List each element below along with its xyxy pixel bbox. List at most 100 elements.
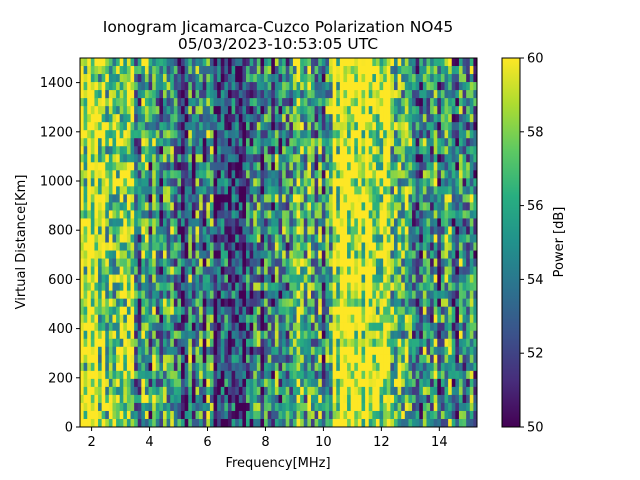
heatmap-cell bbox=[458, 178, 463, 187]
heatmap-cell bbox=[152, 106, 157, 115]
heatmap-cell bbox=[357, 66, 362, 75]
heatmap-cell bbox=[365, 186, 370, 195]
heatmap-cell bbox=[440, 146, 445, 155]
heatmap-cell bbox=[343, 258, 348, 267]
heatmap-cell bbox=[155, 314, 160, 324]
heatmap-cell bbox=[419, 266, 424, 275]
heatmap-cell bbox=[422, 170, 427, 179]
heatmap-cell bbox=[375, 122, 380, 131]
heatmap-cell bbox=[336, 258, 341, 267]
heatmap-cell bbox=[282, 410, 287, 420]
heatmap-cell bbox=[224, 290, 229, 300]
heatmap-cell bbox=[213, 234, 218, 243]
heatmap-cell bbox=[126, 306, 131, 316]
heatmap-cell bbox=[199, 178, 204, 187]
heatmap-cell bbox=[292, 386, 297, 396]
heatmap-cell bbox=[426, 394, 431, 404]
heatmap-cell bbox=[469, 146, 474, 155]
heatmap-cell bbox=[458, 90, 463, 99]
heatmap-cell bbox=[202, 130, 207, 139]
heatmap-cell bbox=[386, 410, 391, 420]
heatmap-cell bbox=[332, 354, 337, 364]
heatmap-cell bbox=[430, 66, 435, 75]
heatmap-cell bbox=[87, 82, 92, 91]
heatmap-cell bbox=[249, 202, 254, 211]
heatmap-cell bbox=[173, 66, 178, 75]
heatmap-cell bbox=[235, 106, 240, 115]
heatmap-cell bbox=[184, 66, 189, 75]
heatmap-cell bbox=[246, 226, 251, 235]
heatmap-cell bbox=[401, 266, 406, 275]
heatmap-cell bbox=[231, 66, 236, 75]
heatmap-cell bbox=[343, 138, 348, 147]
heatmap-cell bbox=[101, 74, 106, 83]
heatmap-cell bbox=[318, 386, 323, 396]
heatmap-cell bbox=[274, 154, 279, 163]
heatmap-cell bbox=[412, 106, 417, 115]
heatmap-cell bbox=[184, 410, 189, 420]
heatmap-cell bbox=[430, 394, 435, 404]
heatmap-cell bbox=[195, 418, 200, 428]
heatmap-cell bbox=[383, 338, 388, 348]
heatmap-cell bbox=[199, 186, 204, 195]
heatmap-cell bbox=[220, 202, 225, 211]
heatmap-cell bbox=[119, 130, 124, 139]
heatmap-cell bbox=[177, 82, 182, 91]
heatmap-cell bbox=[307, 354, 312, 364]
heatmap-cell bbox=[119, 306, 124, 316]
heatmap-cell bbox=[419, 170, 424, 179]
heatmap-cell bbox=[137, 290, 142, 300]
heatmap-cell bbox=[393, 218, 398, 227]
heatmap-cell bbox=[397, 210, 402, 219]
heatmap-cell bbox=[83, 194, 88, 203]
heatmap-cell bbox=[433, 234, 438, 243]
heatmap-cell bbox=[249, 258, 254, 267]
heatmap-cell bbox=[289, 66, 294, 75]
heatmap-cell bbox=[419, 210, 424, 219]
heatmap-cell bbox=[379, 58, 384, 67]
heatmap-cell bbox=[466, 90, 471, 99]
heatmap-cell bbox=[126, 202, 131, 211]
heatmap-cell bbox=[206, 258, 211, 267]
heatmap-cell bbox=[318, 394, 323, 404]
heatmap-cell bbox=[289, 74, 294, 83]
heatmap-cell bbox=[101, 82, 106, 91]
heatmap-cell bbox=[390, 354, 395, 364]
heatmap-cell bbox=[235, 226, 240, 235]
heatmap-cell bbox=[296, 122, 301, 131]
heatmap-cell bbox=[217, 146, 222, 155]
heatmap-cell bbox=[437, 194, 442, 203]
heatmap-cell bbox=[267, 386, 272, 396]
heatmap-cell bbox=[209, 274, 214, 284]
heatmap-cell bbox=[433, 338, 438, 348]
heatmap-cell bbox=[444, 170, 449, 179]
heatmap-cell bbox=[231, 154, 236, 163]
heatmap-cell bbox=[314, 354, 319, 364]
heatmap-cell bbox=[249, 330, 254, 340]
heatmap-cell bbox=[318, 66, 323, 75]
heatmap-cell bbox=[448, 394, 453, 404]
heatmap-cell bbox=[126, 226, 131, 235]
heatmap-cell bbox=[256, 106, 261, 115]
heatmap-cell bbox=[199, 274, 204, 284]
heatmap-cell bbox=[188, 394, 193, 404]
heatmap-cell bbox=[307, 218, 312, 227]
heatmap-cell bbox=[300, 394, 305, 404]
heatmap-cell bbox=[278, 122, 283, 131]
heatmap-cell bbox=[314, 66, 319, 75]
heatmap-cell bbox=[224, 386, 229, 396]
heatmap-cell bbox=[123, 306, 128, 316]
heatmap-cell bbox=[325, 234, 330, 243]
heatmap-cell bbox=[462, 194, 467, 203]
heatmap-cell bbox=[166, 370, 171, 380]
heatmap-cell bbox=[220, 106, 225, 115]
heatmap-cell bbox=[227, 274, 232, 284]
heatmap-cell bbox=[433, 322, 438, 332]
heatmap-cell bbox=[332, 130, 337, 139]
heatmap-cell bbox=[303, 98, 308, 107]
heatmap-cell bbox=[224, 250, 229, 259]
heatmap-cell bbox=[365, 218, 370, 227]
heatmap-cell bbox=[98, 122, 103, 131]
heatmap-cell bbox=[253, 354, 258, 364]
heatmap-cell bbox=[271, 98, 276, 107]
